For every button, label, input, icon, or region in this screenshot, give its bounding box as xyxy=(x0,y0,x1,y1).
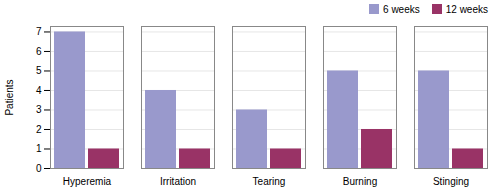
svg-text:2: 2 xyxy=(36,124,42,135)
svg-text:3: 3 xyxy=(36,104,42,115)
svg-text:Hyperemia: Hyperemia xyxy=(63,176,112,187)
svg-text:1: 1 xyxy=(36,143,42,154)
svg-text:Burning: Burning xyxy=(343,176,377,187)
svg-text:5: 5 xyxy=(36,65,42,76)
svg-text:Irritation: Irritation xyxy=(160,176,196,187)
svg-text:Stinging: Stinging xyxy=(433,176,469,187)
svg-text:4: 4 xyxy=(36,85,42,96)
svg-text:6: 6 xyxy=(36,46,42,57)
svg-text:7: 7 xyxy=(36,26,42,37)
html-text:12 weeks: 12 weeks xyxy=(445,3,488,15)
html-text:6 weeks: 6 weeks xyxy=(383,3,420,15)
svg-text:0: 0 xyxy=(36,163,42,174)
svg-text:Patients: Patients xyxy=(4,79,15,115)
svg-text:Tearing: Tearing xyxy=(253,176,286,187)
